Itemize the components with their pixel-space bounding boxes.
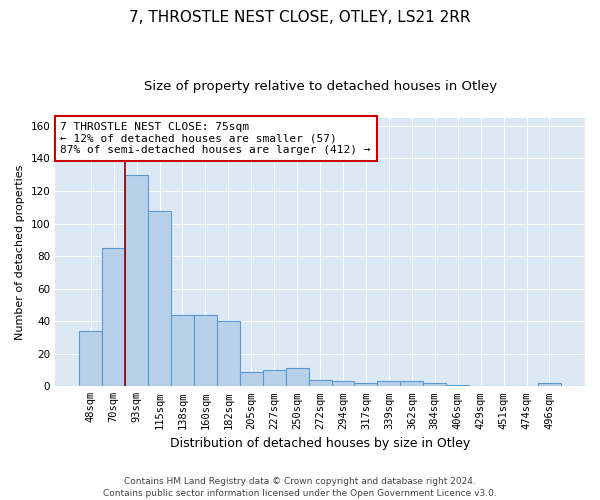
Y-axis label: Number of detached properties: Number of detached properties [15,164,25,340]
Bar [308,380,332,386]
Text: 7, THROSTLE NEST CLOSE, OTLEY, LS21 2RR: 7, THROSTLE NEST CLOSE, OTLEY, LS21 2RR [129,10,471,25]
Bar [102,248,125,386]
Bar [423,383,446,386]
Bar [400,382,423,386]
Bar [240,372,263,386]
Bar [194,314,217,386]
Text: 7 THROSTLE NEST CLOSE: 75sqm
← 12% of detached houses are smaller (57)
87% of se: 7 THROSTLE NEST CLOSE: 75sqm ← 12% of de… [61,122,371,155]
Bar [171,314,194,386]
X-axis label: Distribution of detached houses by size in Otley: Distribution of detached houses by size … [170,437,470,450]
Bar [263,370,286,386]
Bar [446,384,469,386]
Bar [79,331,102,386]
Bar [125,174,148,386]
Bar [377,382,400,386]
Bar [148,210,171,386]
Bar [286,368,308,386]
Bar [355,383,377,386]
Bar [332,382,355,386]
Bar [538,383,561,386]
Bar [217,321,240,386]
Title: Size of property relative to detached houses in Otley: Size of property relative to detached ho… [143,80,497,93]
Text: Contains HM Land Registry data © Crown copyright and database right 2024.
Contai: Contains HM Land Registry data © Crown c… [103,476,497,498]
